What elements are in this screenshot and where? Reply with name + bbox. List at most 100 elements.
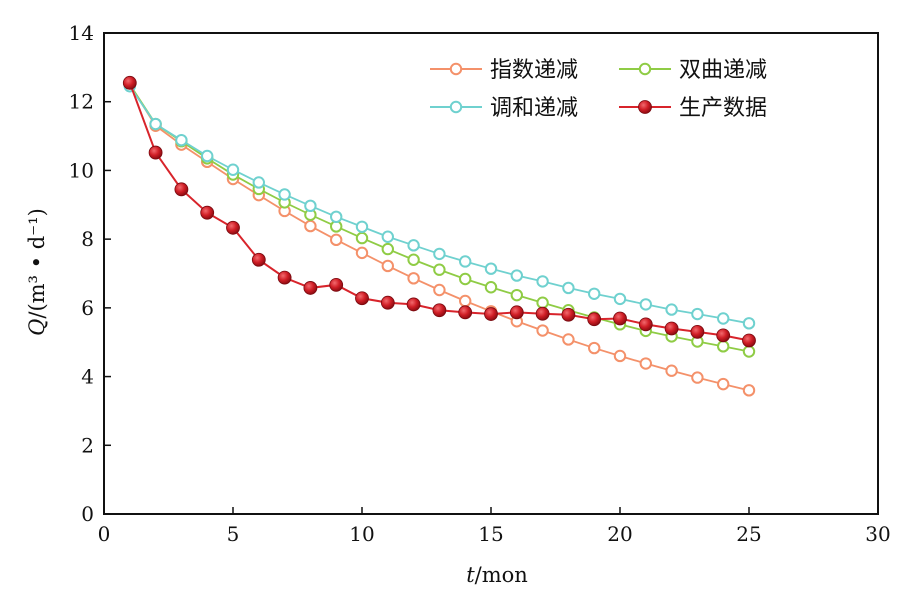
data-point (484, 281, 498, 294)
x-tick-label: 15 (478, 522, 503, 546)
data-point (639, 298, 652, 311)
data-point (639, 357, 652, 370)
data-point (613, 311, 627, 326)
x-tick-label: 10 (349, 522, 374, 546)
data-point (717, 340, 730, 353)
data-point (458, 305, 473, 320)
data-point (716, 328, 731, 343)
data-point (562, 333, 575, 346)
y-tick-label: 0 (81, 502, 94, 526)
y-tick-label: 6 (81, 296, 94, 320)
data-point (329, 277, 344, 292)
data-point (304, 219, 317, 233)
data-point (562, 281, 575, 295)
axes: 0 5 10 15 20 25 30 0 2 4 6 8 10 12 14 (69, 21, 891, 546)
data-point (251, 252, 266, 267)
data-point (381, 259, 394, 273)
data-point (201, 149, 214, 163)
data-point (536, 275, 549, 288)
x-tick-label: 0 (98, 522, 111, 546)
data-point (330, 210, 343, 224)
series-line (128, 82, 750, 342)
legend-marker (449, 62, 463, 76)
data-point (406, 297, 421, 312)
x-tick-label: 30 (865, 522, 890, 546)
data-point (717, 377, 730, 391)
data-point (148, 145, 163, 160)
series-1 (123, 78, 756, 397)
data-point (433, 283, 446, 297)
data-point (588, 287, 601, 300)
y-tick-label: 12 (69, 90, 94, 114)
data-point (536, 296, 549, 309)
data-point (742, 333, 756, 348)
data-point (613, 349, 627, 363)
data-point (380, 295, 395, 310)
series-3 (123, 80, 756, 330)
data-point (355, 246, 369, 260)
x-tick-label: 5 (227, 522, 240, 546)
data-point (588, 341, 601, 355)
y-tick-label: 2 (81, 433, 94, 457)
y-axis-title: Q/(m³ • d⁻¹) (25, 208, 49, 336)
y-tick-label: 4 (81, 365, 94, 389)
data-point (122, 75, 137, 90)
x-axis-title: t/mon (466, 563, 528, 587)
data-point (691, 307, 704, 321)
data-point (484, 262, 498, 275)
data-point (278, 188, 291, 201)
series-line (129, 84, 750, 392)
data-point (252, 176, 265, 189)
x-tick-label: 20 (607, 522, 632, 546)
data-point (510, 288, 523, 302)
legend-item: 生产数据 (619, 96, 767, 121)
y-tick-label: 8 (81, 227, 94, 251)
data-point (613, 292, 627, 306)
series-4 (122, 75, 756, 348)
legend-marker (638, 100, 652, 114)
data-point (330, 233, 343, 247)
legend-label: 双曲递减 (679, 58, 767, 83)
legend-marker (449, 100, 463, 114)
data-point (717, 312, 730, 325)
data-point (665, 364, 678, 377)
data-point (149, 117, 162, 131)
x-tick-label: 25 (736, 522, 761, 546)
data-point (174, 182, 189, 197)
data-point (535, 306, 550, 321)
data-point (200, 205, 215, 220)
data-point (690, 325, 705, 339)
data-point (691, 371, 704, 384)
data-point (509, 305, 524, 320)
legend-item: 调和递减 (430, 96, 578, 121)
data-point (459, 272, 472, 286)
data-point (459, 255, 472, 268)
y-tick-label: 14 (69, 21, 94, 45)
data-point (638, 317, 653, 332)
data-point (587, 312, 602, 327)
data-point (226, 220, 240, 235)
data-point (742, 317, 756, 330)
data-point (742, 345, 756, 358)
data-point (381, 230, 394, 243)
series-group (122, 75, 756, 397)
data-point (407, 239, 420, 252)
legend-label: 指数递减 (490, 58, 578, 83)
data-point (175, 133, 188, 147)
data-point (536, 324, 549, 337)
data-point (303, 281, 318, 295)
data-point (433, 247, 446, 261)
legend-label: 生产数据 (679, 96, 767, 121)
data-point (665, 303, 678, 316)
y-tick-label: 10 (69, 158, 94, 182)
data-point (381, 242, 394, 256)
data-point (407, 272, 420, 285)
data-point (510, 269, 523, 282)
data-point (561, 307, 576, 322)
data-point (407, 253, 420, 266)
legend-item: 双曲递减 (619, 58, 767, 83)
legend-label: 调和递减 (490, 96, 578, 121)
